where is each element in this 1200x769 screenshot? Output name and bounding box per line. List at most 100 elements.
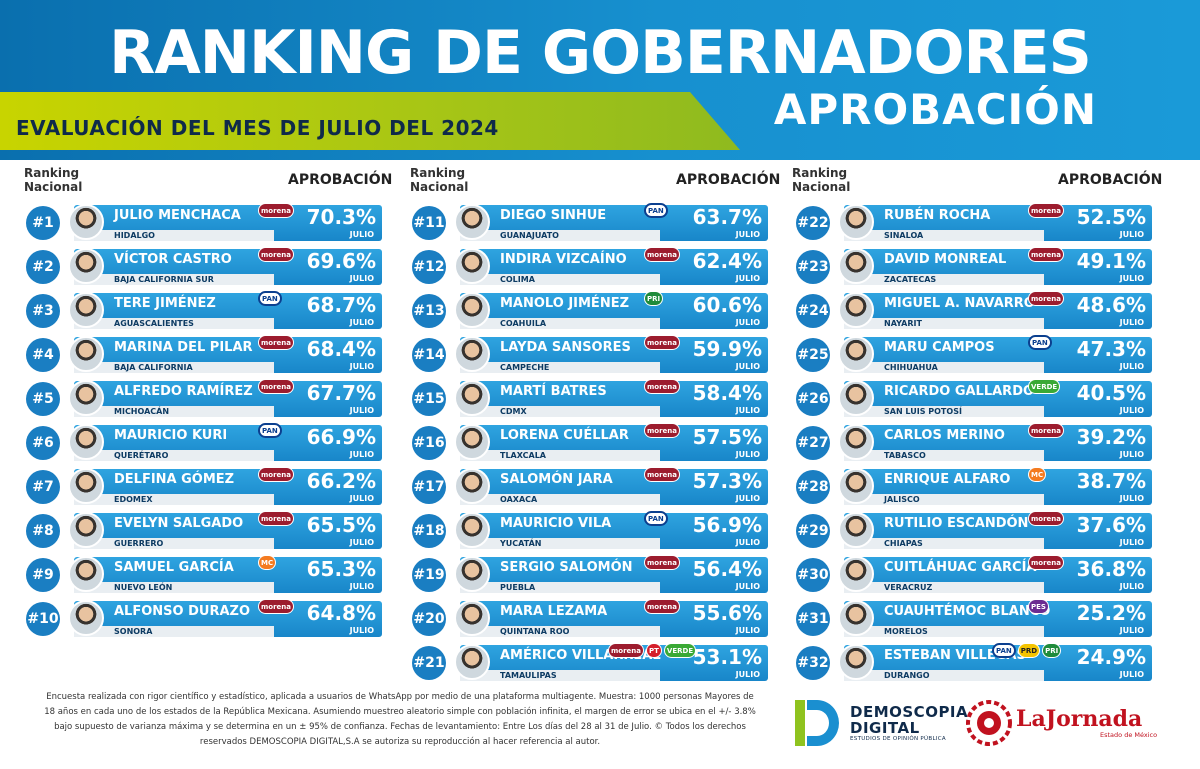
governor-avatar [454, 248, 490, 284]
state-name: MORELOS [884, 627, 928, 636]
month-label: JULIO [1119, 318, 1144, 327]
approval-value: 36.8% [1076, 557, 1146, 581]
state-strip [844, 406, 1044, 417]
rank-badge: #19 [412, 558, 446, 592]
state-name: NAYARIT [884, 319, 922, 328]
governor-avatar [454, 292, 490, 328]
party-logo-morena-icon: morena [644, 599, 681, 614]
state-strip [460, 318, 660, 329]
approval-value: 24.9% [1076, 645, 1146, 669]
month-label: JULIO [349, 582, 374, 591]
governor-avatar [838, 644, 874, 680]
governor-name: SALOMÓN JARA [500, 472, 613, 487]
ranking-row: #8 EVELYN SALGADO GUERRERO 65.5% JULIO morena [26, 511, 382, 551]
party-logo-morena-icon: morena [1028, 423, 1065, 438]
ranking-header-col1: Ranking Nacional [24, 166, 82, 194]
approval-value: 64.8% [306, 601, 376, 625]
governor-name: DAVID MONREAL [884, 252, 1007, 267]
rank-badge: #23 [796, 250, 830, 284]
governor-name: MARU CAMPOS [884, 340, 995, 355]
state-strip [844, 538, 1044, 549]
state-name: SINALOA [884, 231, 924, 240]
governor-avatar [838, 512, 874, 548]
ranking-row: #3 TERE JIMÉNEZ AGUASCALIENTES 68.7% JULIO PA… [26, 291, 382, 331]
party-badges: morena [1028, 555, 1065, 570]
approval-value: 65.3% [306, 557, 376, 581]
state-strip [74, 318, 274, 329]
party-badges: morena [644, 379, 681, 394]
approval-value: 69.6% [306, 249, 376, 273]
ranking-row: #11 DIEGO SINHUE GUANAJUATO 63.7% JULIO PAN [412, 203, 768, 243]
state-strip [844, 450, 1044, 461]
la-jornada-logo: LaJornada [1016, 706, 1143, 732]
ranking-row: #29 RUTILIO ESCANDÓN CHIAPAS 37.6% JULIO more… [796, 511, 1152, 551]
month-label: JULIO [349, 406, 374, 415]
party-badges: morena [644, 467, 681, 482]
approval-value: 63.7% [692, 205, 762, 229]
state-name: CHIAPAS [884, 539, 923, 548]
rank-badge: #24 [796, 294, 830, 328]
approval-value: 66.2% [306, 469, 376, 493]
party-logo-morena-icon: morena [644, 423, 681, 438]
state-strip [460, 494, 660, 505]
party-logo-mc-icon: MC [258, 555, 277, 570]
month-label: JULIO [1119, 362, 1144, 371]
ranking-row: #27 CARLOS MERINO TABASCO 39.2% JULIO morena [796, 423, 1152, 463]
governor-avatar [454, 600, 490, 636]
governor-name: JULIO MENCHACA [114, 208, 241, 223]
state-strip [460, 274, 660, 285]
party-badges: morena [1028, 511, 1065, 526]
rank-badge: #8 [26, 514, 60, 548]
ranking-row: #25 MARU CAMPOS CHIHUAHUA 47.3% JULIO PAN [796, 335, 1152, 375]
governor-name: ENRIQUE ALFARO [884, 472, 1011, 487]
state-name: HIDALGO [114, 231, 155, 240]
month-label: JULIO [735, 450, 760, 459]
rank-badge: #13 [412, 294, 446, 328]
ranking-row: #9 SAMUEL GARCÍA NUEVO LEÓN 65.3% JULIO MC [26, 555, 382, 595]
state-strip [74, 230, 274, 241]
month-label: JULIO [735, 362, 760, 371]
ranking-row: #15 MARTÍ BATRES CDMX 58.4% JULIO morena [412, 379, 768, 419]
ranking-header-line2: Nacional [792, 180, 851, 194]
party-badges: morena [258, 511, 295, 526]
approval-value: 48.6% [1076, 293, 1146, 317]
state-name: CDMX [500, 407, 527, 416]
rank-badge: #20 [412, 602, 446, 636]
month-label: JULIO [735, 626, 760, 635]
approval-header-col1: APROBACIÓN [288, 172, 393, 188]
state-name: CHIHUAHUA [884, 363, 938, 372]
governor-avatar [838, 380, 874, 416]
state-strip [74, 450, 274, 461]
approval-value: 65.5% [306, 513, 376, 537]
governor-name: DELFINA GÓMEZ [114, 472, 235, 487]
governor-avatar [454, 512, 490, 548]
ranking-row: #10 ALFONSO DURAZO SONORA 64.8% JULIO morena [26, 599, 382, 639]
rank-badge: #5 [26, 382, 60, 416]
governor-avatar [68, 380, 104, 416]
evaluation-band [0, 92, 740, 150]
state-name: PUEBLA [500, 583, 536, 592]
state-name: GUERRERO [114, 539, 164, 548]
ranking-row: #7 DELFINA GÓMEZ EDOMEX 66.2% JULIO morena [26, 467, 382, 507]
state-strip [844, 494, 1044, 505]
survey-methodology-note: Encuesta realizada con rigor científico … [44, 692, 756, 747]
governor-name: MANOLO JIMÉNEZ [500, 296, 630, 311]
page-subtitle: APROBACIÓN [773, 85, 1097, 134]
month-label: JULIO [735, 494, 760, 503]
rank-badge: #28 [796, 470, 830, 504]
rank-badge: #4 [26, 338, 60, 372]
month-label: JULIO [1119, 626, 1144, 635]
ranking-header-line2: Nacional [24, 180, 83, 194]
state-name: BAJA CALIFORNIA [114, 363, 193, 372]
state-name: COAHUILA [500, 319, 547, 328]
party-logo-pes-icon: PES [1028, 599, 1049, 614]
approval-value: 68.4% [306, 337, 376, 361]
party-badges: PAN [644, 511, 668, 526]
party-badges: PES [1028, 599, 1049, 614]
governor-avatar [68, 204, 104, 240]
approval-value: 40.5% [1076, 381, 1146, 405]
governor-avatar [68, 248, 104, 284]
party-badges: MC [1028, 467, 1047, 482]
party-badges: morena [1028, 203, 1065, 218]
party-badges: morena [644, 555, 681, 570]
